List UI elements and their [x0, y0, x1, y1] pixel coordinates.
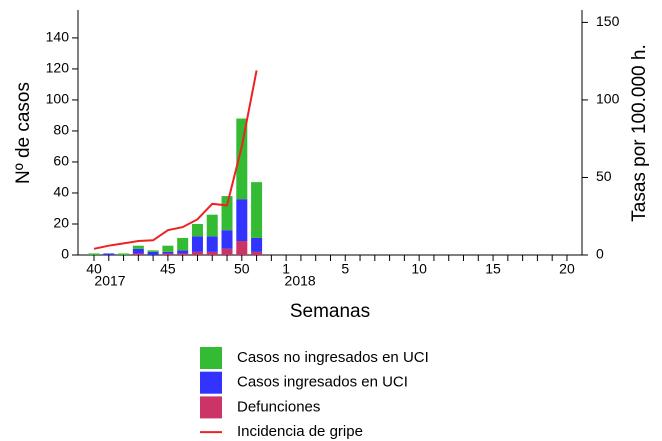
- bar-segment: [221, 248, 233, 255]
- bar-segment: [118, 253, 130, 255]
- bar-segment: [206, 214, 218, 237]
- bar-segment: [88, 253, 100, 255]
- bar-segment: [191, 223, 203, 237]
- y-tick-label: 40: [53, 184, 69, 200]
- y-tick-label: 20: [53, 215, 69, 231]
- y2-tick-label: 100: [596, 91, 620, 107]
- x-tick-label: 40: [86, 261, 102, 277]
- x-tick-label: 20: [559, 261, 575, 277]
- bar-segment: [191, 236, 203, 252]
- y-tick-label: 60: [53, 153, 69, 169]
- y2-axis-title: Tasas por 100.000 h.: [629, 44, 650, 221]
- legend-label: Casos ingresados en UCI: [237, 374, 408, 391]
- bar-segment: [162, 245, 174, 252]
- legend-swatch: [200, 371, 222, 394]
- bar-segment: [177, 237, 189, 251]
- year-label: 2017: [94, 273, 125, 289]
- legend-label: Defunciones: [237, 398, 320, 415]
- x-tick-label: 45: [160, 261, 176, 277]
- bar-segment: [221, 196, 233, 231]
- bar-segment: [132, 248, 144, 254]
- y-tick-label: 120: [46, 60, 70, 76]
- y-tick-label: 140: [46, 29, 70, 45]
- bar-segment: [206, 251, 218, 255]
- bar-segment: [162, 253, 174, 255]
- bar-segment: [162, 251, 174, 254]
- legend-swatch: [200, 396, 222, 419]
- bar-segment: [236, 241, 248, 255]
- y-tick-label: 80: [53, 122, 69, 138]
- bar-segment: [221, 230, 233, 249]
- bar-segment: [177, 250, 189, 254]
- bar-segment: [132, 245, 144, 249]
- y2-tick-label: 150: [596, 13, 620, 29]
- x-axis-title: Semanas: [290, 301, 370, 322]
- bar-segment: [251, 237, 263, 252]
- bar-segment: [147, 250, 159, 252]
- bar-segment: [251, 182, 263, 238]
- y2-tick-label: 0: [596, 246, 604, 262]
- bar-segment: [177, 253, 189, 255]
- x-tick-label: 5: [341, 261, 349, 277]
- y-axis-title: Nº de casos: [13, 82, 34, 184]
- bar-segment: [132, 253, 144, 255]
- x-tick-label: 50: [234, 261, 250, 277]
- bar-segment: [236, 199, 248, 242]
- bar-segment: [251, 251, 263, 255]
- x-tick-label: 10: [411, 261, 427, 277]
- bar-segment: [206, 236, 218, 252]
- bar-segment: [191, 251, 203, 255]
- x-tick-label: 15: [485, 261, 501, 277]
- legend-label: Casos no ingresados en UCI: [237, 349, 429, 366]
- bar-segment: [147, 251, 159, 255]
- y-tick-label: 0: [61, 246, 69, 262]
- y-tick-label: 100: [46, 91, 70, 107]
- line: [93, 70, 258, 250]
- bar-segment: [103, 253, 115, 255]
- legend-label: Incidencia de gripe: [237, 423, 363, 440]
- year-label: 2018: [285, 273, 316, 289]
- x-tick-label: 1: [282, 261, 290, 277]
- bar-segment: [236, 118, 248, 200]
- legend-swatch: [200, 347, 222, 369]
- y2-tick-label: 50: [596, 168, 612, 184]
